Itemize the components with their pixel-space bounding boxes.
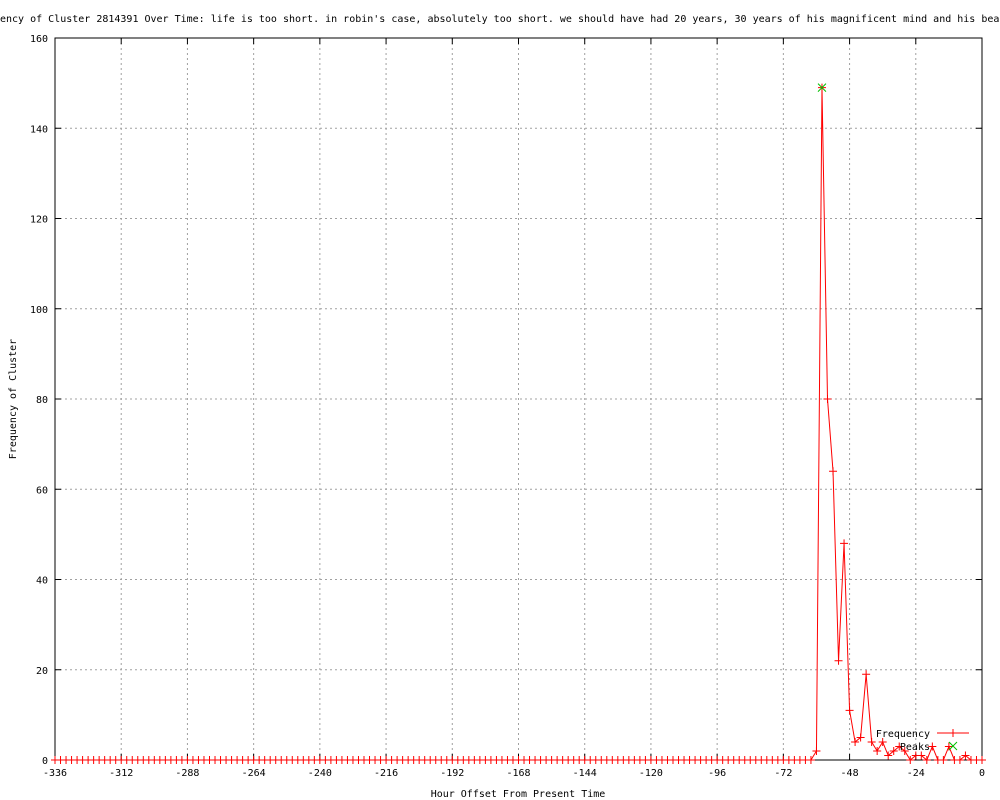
x-tick-label: -288 <box>175 768 199 779</box>
x-axis-label: Hour Offset From Present Time <box>431 789 606 800</box>
x-tick-label: -24 <box>907 768 925 779</box>
ticks: -336 -312 -288 -264 -240 -216 -192 -168 -144 -120… <box>30 34 985 779</box>
data-point-frequency <box>928 742 937 751</box>
x-tick-label: -240 <box>308 768 332 779</box>
data-point-frequency <box>917 751 926 760</box>
y-tick-label: 20 <box>36 666 48 677</box>
data-point-frequency <box>955 756 964 764</box>
data-point-frequency <box>939 756 948 764</box>
data-point-frequency <box>851 737 860 746</box>
grid <box>55 38 982 760</box>
data-point-frequency <box>829 467 838 476</box>
legend: Frequency Peaks <box>876 729 969 753</box>
legend-label-frequency: Frequency <box>876 729 930 740</box>
x-tick-label: -264 <box>242 768 266 779</box>
y-axis-label: Frequency of Cluster <box>8 339 19 459</box>
y-tick-label: 120 <box>30 215 48 226</box>
data-point-frequency <box>884 751 893 760</box>
data-point-frequency <box>895 742 904 751</box>
x-tick-label: -144 <box>573 768 597 779</box>
y-tick-label: 160 <box>30 34 48 45</box>
data-point-frequency <box>978 756 986 764</box>
data-point-frequency <box>862 670 871 679</box>
x-tick-label: -120 <box>639 768 663 779</box>
x-tick-label: -192 <box>440 768 464 779</box>
data-point-frequency <box>840 539 849 548</box>
y-tick-label: 60 <box>36 485 48 496</box>
data-point-frequency <box>867 737 876 746</box>
y-tick-label: 80 <box>36 395 48 406</box>
legend-marker-frequency <box>949 729 957 737</box>
x-tick-label: -48 <box>841 768 859 779</box>
x-tick-label: 0 <box>979 768 985 779</box>
y-tick-label: 140 <box>30 124 48 135</box>
x-tick-label: -168 <box>506 768 530 779</box>
data-point-frequency <box>873 746 882 755</box>
data-point-frequency <box>900 746 909 755</box>
x-tick-label: -72 <box>774 768 792 779</box>
x-tick-label: -96 <box>708 768 726 779</box>
data-point-frequency <box>806 756 815 764</box>
data-point-frequency <box>906 756 915 764</box>
data-point-frequency <box>878 737 887 746</box>
x-tick-label: -336 <box>43 768 67 779</box>
chart-title: ency of Cluster 2814391 Over Time: life … <box>0 14 1000 25</box>
data-point-frequency <box>856 733 865 742</box>
data-point-frequency <box>944 742 953 751</box>
data-point-frequency <box>961 751 970 760</box>
data-point-frequency <box>823 395 832 403</box>
legend-marker-peaks <box>948 741 958 751</box>
data-point-frequency <box>812 746 821 755</box>
legend-label-peaks: Peaks <box>900 742 930 753</box>
x-tick-label: -216 <box>374 768 398 779</box>
data-point-frequency <box>834 656 843 665</box>
y-tick-label: 100 <box>30 305 48 316</box>
data-point-frequency <box>922 756 931 764</box>
y-tick-label: 0 <box>42 756 48 767</box>
series-layer <box>51 83 986 764</box>
data-point-peaks <box>817 83 827 92</box>
x-tick-label: -312 <box>109 768 133 779</box>
data-point-frequency <box>889 746 898 755</box>
y-tick-label: 40 <box>36 576 48 587</box>
data-point-frequency <box>845 706 854 715</box>
